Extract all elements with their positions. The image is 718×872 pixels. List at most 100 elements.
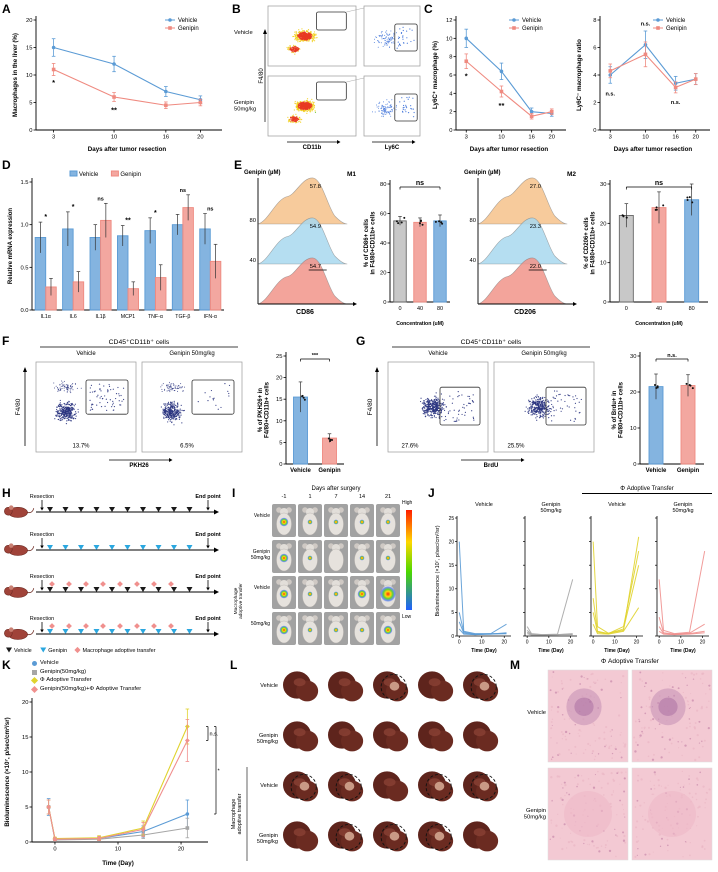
panel-E: E Genipin (µM) M1 80 57.8 40 54.9 54.7 CD86 0 20… — [234, 158, 716, 332]
svg-text:*: * — [465, 72, 468, 81]
svg-text:80: 80 — [437, 306, 443, 312]
svg-text:20: 20 — [693, 135, 699, 141]
legend-item: Vehicle — [32, 660, 228, 668]
ly6c-neg-macrophage-line-chart: 0 2 4 6 8 3 10 16 20 Days after tumor resection Ly… — [574, 6, 716, 154]
panel-B: B Vehicle Genipin 50mg/kg F4/80 CD11b Ly6C — [232, 2, 422, 156]
svg-text:16: 16 — [528, 135, 534, 141]
svg-text:Vehicle: Vehicle — [475, 502, 493, 508]
svg-text:Vehicle: Vehicle — [428, 351, 448, 357]
cd206-histogram-overlay: Genipin (µM) M2 80 27.0 40 23.3 22.0 CD206 — [462, 166, 580, 326]
mouse-image — [324, 576, 348, 609]
svg-text:*: * — [154, 210, 157, 217]
svg-text:*: * — [44, 214, 47, 221]
svg-text:n.s.: n.s. — [667, 353, 677, 359]
k-legend: Vehicle Genipin(50mg/kg) Φ Adoptive Transf… — [30, 660, 228, 693]
svg-text:CD45⁺CD11b⁺ cells: CD45⁺CD11b⁺ cells — [109, 339, 170, 346]
svg-text:40: 40 — [380, 241, 386, 247]
panel-I: I Days after surgery Macrophage adoptive… — [232, 486, 426, 656]
svg-text:Genipin: Genipin — [178, 26, 199, 32]
svg-text:40: 40 — [250, 258, 256, 264]
svg-text:10: 10 — [600, 261, 606, 267]
panel-A-letter: A — [2, 2, 11, 16]
legend-label: Genipin(50mg/kg) — [40, 668, 87, 675]
cd86-histogram-overlay: Genipin (µM) M1 80 57.8 40 54.9 54.7 CD86 — [242, 166, 360, 326]
scale-low-label: Low — [402, 614, 412, 620]
brdu-flow-plots: CD45⁺CD11b⁺ cells Vehicle Genipin 50mg/kg F… — [360, 336, 608, 484]
svg-text:Resection: Resection — [30, 574, 54, 580]
svg-text:0.5: 0.5 — [20, 265, 28, 271]
mouse-image — [376, 612, 400, 645]
mouse-image — [324, 540, 348, 573]
adoptive-transfer-title: Φ Adoptive Transfer — [601, 658, 659, 665]
mouse-image — [298, 612, 322, 645]
panel-A: A 0 5 10 15 20 3 10 16 20 Days after tumor resect… — [2, 2, 230, 156]
svg-text:Days after tumor resection: Days after tumor resection — [88, 146, 167, 153]
cd86-bar-chart: 0 20 40 60 80 0 40 80 % of CD86+ cells in F4/80+C… — [362, 170, 456, 328]
day-label: 14 — [358, 494, 366, 500]
svg-text:End point: End point — [195, 574, 221, 580]
mouse-image — [350, 504, 374, 537]
panel-K: K Vehicle Genipin(50mg/kg) Φ Adoptive Tran… — [2, 658, 230, 870]
flow-cytometry-gating-plots: Vehicle Genipin 50mg/kg F4/80 CD11b Ly6C — [232, 2, 422, 156]
svg-text:Time (Day): Time (Day) — [471, 648, 497, 654]
svg-text:10: 10 — [642, 135, 648, 141]
svg-text:MCP1: MCP1 — [121, 314, 136, 320]
svg-text:25: 25 — [449, 516, 455, 522]
svg-text:IL6: IL6 — [70, 314, 77, 320]
svg-text:20: 20 — [568, 640, 574, 646]
histology-image-grid: Vehicle Genipin 50mg/kg — [510, 668, 716, 868]
svg-text:57.8: 57.8 — [310, 184, 321, 190]
svg-text:ns: ns — [207, 207, 213, 213]
svg-text:0: 0 — [398, 306, 401, 312]
svg-text:27.6%: 27.6% — [401, 444, 419, 450]
svg-text:0: 0 — [29, 128, 32, 134]
svg-text:25.5%: 25.5% — [507, 444, 525, 450]
svg-text:10: 10 — [498, 135, 504, 141]
mouse-image — [376, 540, 400, 573]
svg-text:Genipin: Genipin — [677, 468, 700, 474]
svg-text:CD11b: CD11b — [303, 145, 322, 151]
svg-text:Genipin: Genipin — [318, 468, 341, 474]
svg-text:Vehicle: Vehicle — [76, 351, 96, 357]
svg-text:Vehicle: Vehicle — [646, 468, 667, 474]
svg-text:Time (Day): Time (Day) — [670, 648, 696, 654]
svg-text:**: ** — [499, 101, 505, 110]
panel-J-letter: J — [428, 486, 435, 500]
svg-text:Concentration (uM): Concentration (uM) — [635, 321, 683, 327]
svg-text:13.7%: 13.7% — [72, 444, 90, 450]
legend-label: Φ Adoptive Transfer — [40, 677, 92, 683]
svg-text:Vehicle: Vehicle — [666, 18, 686, 24]
svg-text:0: 0 — [593, 128, 596, 134]
panel-F: F CD45⁺CD11b⁺ cells Vehicle Genipin 50mg/k… — [2, 334, 354, 484]
intensity-colorbar — [406, 510, 412, 610]
mouse-image — [350, 576, 374, 609]
svg-text:Genipin: Genipin — [666, 26, 687, 32]
svg-text:CD86: CD86 — [296, 309, 314, 316]
legend-marker — [30, 685, 39, 693]
svg-text:0: 0 — [383, 300, 386, 306]
day-label: -1 — [281, 494, 287, 500]
svg-text:20: 20 — [26, 18, 32, 24]
svg-text:2: 2 — [449, 110, 452, 116]
svg-text:10: 10 — [678, 640, 684, 646]
svg-text:% of PKH26+ in: % of PKH26+ in — [258, 388, 264, 433]
panel-C-letter: C — [424, 2, 433, 16]
svg-text:15: 15 — [26, 46, 32, 52]
mouse-image — [376, 504, 400, 537]
biolum-traces-adoptive-vehicle: Vehicle 0 10 20 Time (Day) — [582, 498, 646, 654]
svg-text:***: *** — [312, 353, 319, 359]
svg-text:Concentration (uM): Concentration (uM) — [396, 321, 444, 327]
panel-E-letter: E — [234, 158, 243, 172]
svg-text:**: ** — [111, 105, 117, 114]
svg-text:20: 20 — [380, 271, 386, 277]
svg-text:20: 20 — [197, 135, 203, 141]
svg-text:16: 16 — [672, 135, 678, 141]
svg-text:in F4/80+CD11b+ cells: in F4/80+CD11b+ cells — [371, 211, 377, 275]
svg-text:Resection: Resection — [30, 494, 54, 500]
